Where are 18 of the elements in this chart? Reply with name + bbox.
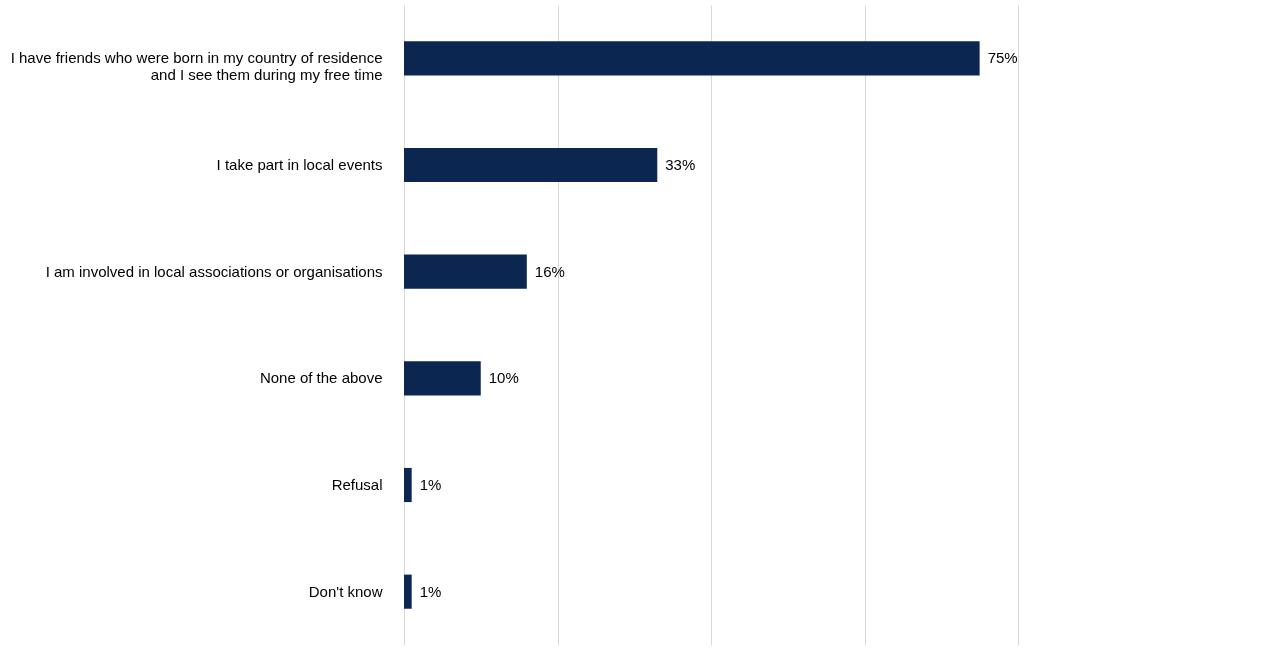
bar xyxy=(404,574,412,609)
bar xyxy=(404,361,481,396)
data-label: 16% xyxy=(534,262,565,280)
data-label: 33% xyxy=(665,156,696,173)
bar xyxy=(404,467,412,503)
y-tick-label: Refusal xyxy=(331,476,383,493)
y-tick-label: I am involved in local associations or organisations xyxy=(45,262,383,280)
y-tick-label: Don't know xyxy=(308,582,383,600)
bar xyxy=(404,254,527,289)
data-label: 75% xyxy=(987,49,1018,67)
y-tick-label: None of the above xyxy=(259,369,383,387)
data-label: 1% xyxy=(419,476,442,493)
y-tick-label: I have friends who were born in my country of residence and I see them during my free time xyxy=(10,49,383,84)
bar xyxy=(404,41,980,76)
y-tick-label: I take part in local events xyxy=(216,156,383,173)
data-label: 10% xyxy=(488,369,519,387)
bar xyxy=(404,147,658,183)
data-label: 1% xyxy=(419,582,442,600)
